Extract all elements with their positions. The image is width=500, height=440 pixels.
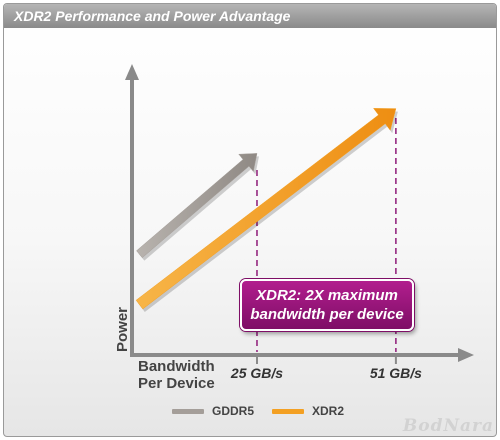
- callout-box: XDR2: 2X maximum bandwidth per device: [240, 279, 414, 331]
- watermark: BodNara: [402, 416, 494, 436]
- callout-line-1: XDR2: 2X maximum: [256, 287, 398, 304]
- callout-line-2: bandwidth per device: [250, 306, 404, 323]
- x-tick-label-1: 51 GB/s: [370, 365, 422, 381]
- legend-label-xdr2: XDR2: [312, 404, 345, 418]
- y-axis-arrowhead: [125, 64, 139, 80]
- x-axis-label-line-1: Per Device: [138, 375, 215, 392]
- x-tick-label-0: 25 GB/s: [230, 365, 283, 381]
- title-bar: XDR2 Performance and Power Advantage: [4, 4, 496, 28]
- legend-swatch-gddr5: [172, 408, 204, 414]
- chart-panel: XDR2 Performance and Power Advantage: [3, 3, 497, 437]
- series-arrow-xdr2: [135, 108, 397, 310]
- legend-swatch-xdr2: [272, 408, 304, 414]
- x-axis-arrowhead: [458, 348, 474, 362]
- chart-title: XDR2 Performance and Power Advantage: [14, 8, 291, 24]
- y-axis-label: Power: [114, 307, 131, 352]
- legend-item-xdr2: XDR2: [272, 403, 344, 419]
- legend-item-gddr5: GDDR5: [172, 403, 254, 419]
- legend-label-gddr5: GDDR5: [212, 404, 255, 418]
- x-axis-label-line-0: Bandwidth: [138, 358, 215, 375]
- series-arrow-gddr5: [136, 153, 258, 258]
